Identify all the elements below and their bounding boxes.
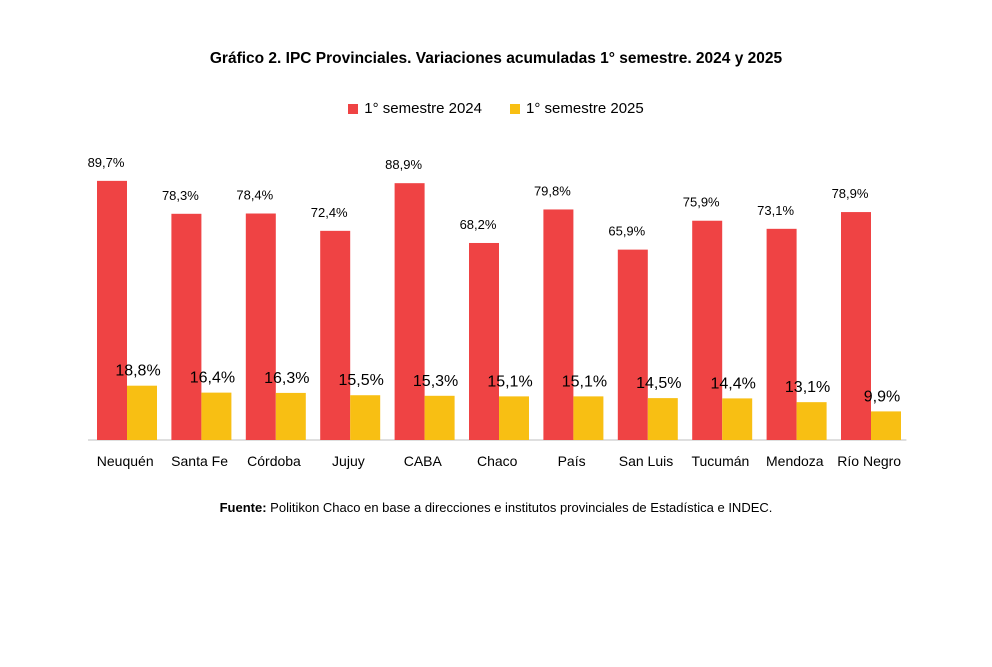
data-label-2024-9: 73,1%	[757, 203, 794, 218]
bar-2025-5	[499, 396, 529, 440]
bar-2024-0	[97, 180, 127, 440]
data-label-2025-7: 14,5%	[636, 375, 681, 392]
bar-2025-3	[350, 395, 381, 440]
data-label-2025-4: 15,3%	[413, 373, 458, 390]
data-label-2024-5: 68,2%	[460, 217, 497, 232]
data-label-2025-5: 15,1%	[487, 373, 532, 390]
bar-2025-4	[424, 395, 455, 440]
data-label-2024-6: 79,8%	[534, 183, 571, 198]
x-tick-label-5: Chaco	[477, 453, 518, 469]
x-tick-label-10: Río Negro	[837, 453, 901, 469]
bar-2024-9	[766, 228, 797, 440]
x-tick-label-1: Santa Fe	[171, 453, 228, 469]
x-tick-label-7: San Luis	[619, 453, 673, 469]
x-tick-label-2: Córdoba	[247, 453, 301, 469]
source-label: Fuente:	[219, 500, 267, 515]
data-label-2024-3: 72,4%	[311, 205, 348, 220]
data-label-2025-2: 16,3%	[264, 370, 309, 387]
x-tick-label-0: Neuquén	[97, 453, 154, 469]
x-tick-label-4: CABA	[404, 453, 443, 469]
data-label-2024-2: 78,4%	[236, 188, 273, 203]
bar-2025-8	[722, 398, 753, 440]
data-label-2024-4: 88,9%	[385, 157, 422, 172]
chart-source: Fuente: Politikon Chaco en base a direcc…	[0, 500, 992, 515]
bar-2024-2	[245, 213, 276, 440]
legend-label-2024: 1° semestre 2024	[364, 100, 482, 117]
bar-2024-6	[543, 209, 574, 440]
bar-2024-1	[171, 213, 202, 440]
bar-2025-6	[573, 396, 604, 440]
bar-2024-8	[692, 220, 723, 440]
data-label-2025-3: 15,5%	[339, 372, 384, 389]
bar-2025-9	[796, 402, 827, 440]
x-tick-label-6: País	[558, 453, 586, 469]
data-label-2024-10: 78,9%	[832, 186, 869, 201]
chart-legend: 1° semestre 2024 1° semestre 2025	[0, 100, 992, 117]
bar-2025-2	[275, 392, 306, 440]
source-text: Politikon Chaco en base a direcciones e …	[266, 500, 773, 515]
data-label-2025-6: 15,1%	[562, 373, 607, 390]
bar-2025-7	[647, 398, 678, 440]
bar-2024-3	[320, 230, 351, 440]
x-tick-label-8: Tucumán	[691, 453, 749, 469]
data-label-2025-8: 14,4%	[711, 375, 756, 392]
x-tick-label-9: Mendoza	[766, 453, 824, 469]
chart-title: Gráfico 2. IPC Provinciales. Variaciones…	[209, 50, 783, 67]
data-label-2024-8: 75,9%	[683, 195, 720, 210]
data-label-2025-1: 16,4%	[190, 370, 235, 387]
bar-2024-4	[394, 183, 425, 440]
data-label-2025-9: 13,1%	[785, 379, 830, 396]
legend-item-2025: 1° semestre 2025	[510, 100, 644, 117]
data-label-2024-1: 78,3%	[162, 188, 199, 203]
bar-2025-10	[871, 411, 901, 440]
x-tick-label-3: Jujuy	[332, 453, 365, 469]
bar-2025-0	[127, 385, 157, 440]
legend-label-2025: 1° semestre 2025	[526, 100, 644, 117]
legend-swatch-2025	[510, 103, 520, 114]
bar-2024-10	[841, 212, 871, 440]
bar-2025-1	[201, 392, 232, 440]
bar-chart: 89,7% 18,8% Neuquén 78,3% 16,4% Santa Fe 78,4%…	[88, 155, 907, 469]
data-label-2024-0: 89,7%	[88, 155, 125, 170]
bar-2024-5	[469, 242, 499, 440]
data-label-2024-7: 65,9%	[608, 224, 645, 239]
data-label-2025-0: 18,8%	[115, 363, 160, 380]
data-label-2025-10: 9,9%	[864, 388, 900, 405]
bar-2024-7	[617, 249, 648, 440]
legend-swatch-2024	[348, 103, 359, 114]
legend-item-2024: 1° semestre 2024	[348, 100, 482, 117]
